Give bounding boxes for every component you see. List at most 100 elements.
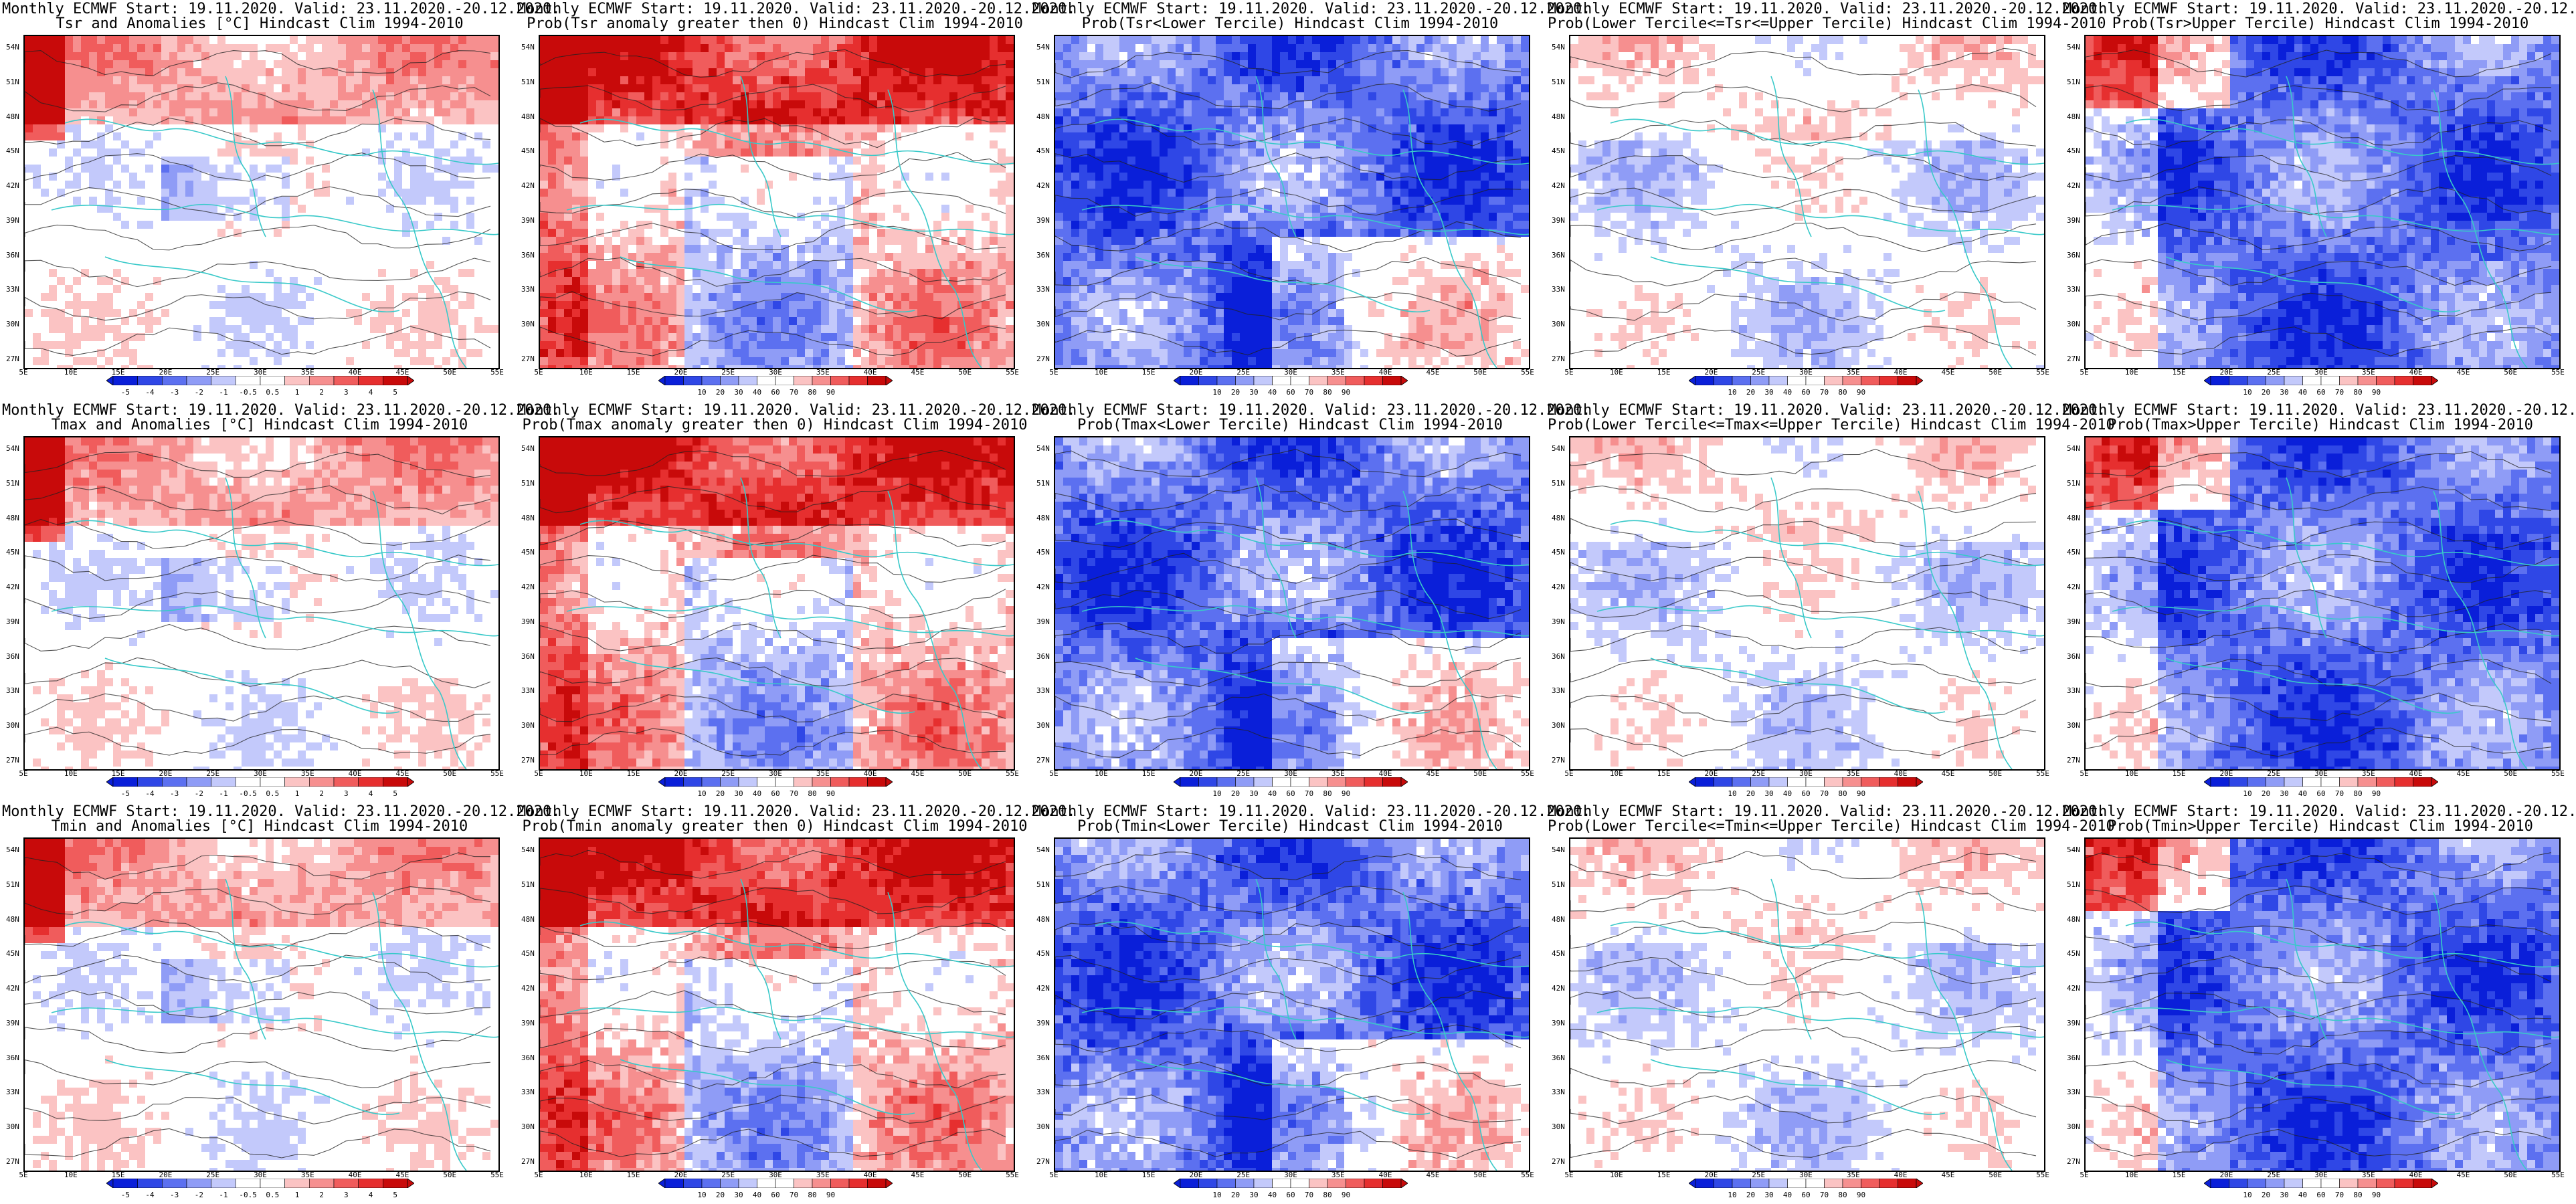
- colorbar-tick-label: 60: [771, 388, 779, 397]
- latitude-label: 39N: [1036, 617, 1050, 626]
- latitude-label: 30N: [1552, 1122, 1565, 1131]
- colorbar-container: [658, 1179, 893, 1188]
- longitude-label: 45E: [911, 769, 924, 778]
- longitude-label: 45E: [1941, 1171, 1954, 1179]
- map-frame: [1569, 35, 2045, 369]
- colorbar: [106, 1179, 414, 1188]
- longitude-label: 35E: [816, 368, 830, 377]
- colorbar-tick-label: -0.5: [239, 789, 257, 798]
- longitude-label: 5E: [19, 769, 27, 778]
- longitude-label: 5E: [19, 1171, 27, 1179]
- longitude-label: 5E: [1564, 1171, 1573, 1179]
- latitude-label: 42N: [521, 583, 535, 591]
- longitude-label: 45E: [2456, 769, 2470, 778]
- latitude-label: 33N: [1552, 686, 1565, 695]
- colorbar-tick-label: -3: [170, 789, 179, 798]
- map-frame: [1054, 35, 1530, 369]
- latitude-label: 27N: [521, 1157, 535, 1166]
- map-panel: Monthly ECMWF Start: 19.11.2020. Valid: …: [1548, 803, 2115, 1204]
- latitude-label: 27N: [6, 756, 19, 765]
- longitude-label: 15E: [1142, 1171, 1156, 1179]
- longitude-label: 10E: [1095, 1171, 1108, 1179]
- colorbar-tick-label: 60: [771, 789, 779, 798]
- map-frame: [2084, 436, 2561, 771]
- colorbar-tick-label: -2: [195, 388, 203, 397]
- longitude-label: 20E: [674, 1171, 687, 1179]
- longitude-label: 50E: [1473, 769, 1487, 778]
- colorbar-tick-label: 60: [1801, 388, 1810, 397]
- latitude-label: 30N: [6, 1122, 19, 1131]
- colorbar-tick-label: 60: [1286, 1191, 1295, 1199]
- map-frame: [23, 837, 500, 1172]
- colorbar-tick-label: 20: [1746, 789, 1755, 798]
- colorbar-tick-label: 90: [1857, 1191, 1865, 1199]
- colorbar-tick-label: 90: [1342, 1191, 1350, 1199]
- longitude-label: 30E: [769, 769, 782, 778]
- colorbar-tick-label: 80: [1323, 789, 1331, 798]
- colorbar-tick-label: 2: [319, 388, 324, 397]
- latitude-label: 42N: [1552, 984, 1565, 993]
- latitude-label: 27N: [521, 355, 535, 363]
- latitude-label: 36N: [6, 251, 19, 260]
- latitude-label: 45N: [2067, 548, 2080, 557]
- colorbar-tick-label: 70: [790, 789, 798, 798]
- longitude-label: 10E: [2125, 368, 2138, 377]
- longitude-label: 25E: [206, 368, 219, 377]
- latitude-label: 30N: [2067, 1122, 2080, 1131]
- colorbar-tick-label: 90: [826, 1191, 835, 1199]
- latitude-label: 33N: [2067, 285, 2080, 294]
- longitude-label: 45E: [1426, 368, 1439, 377]
- map-panel: Monthly ECMWF Start: 19.11.2020. Valid: …: [1032, 0, 1590, 401]
- panel-title-line2: Prob(Tmin anomaly greater then 0) Hindca…: [517, 819, 1032, 835]
- longitude-label: 50E: [2504, 1171, 2517, 1179]
- colorbar-tick-label: 10: [2243, 789, 2251, 798]
- map-field: [25, 36, 498, 368]
- longitude-label: 50E: [443, 368, 456, 377]
- latitude-label: 27N: [6, 355, 19, 363]
- map-field: [1055, 839, 1529, 1171]
- latitude-label: 30N: [2067, 320, 2080, 328]
- longitude-label: 45E: [395, 368, 409, 377]
- longitude-label: 35E: [1331, 1171, 1345, 1179]
- latitude-label: 36N: [1036, 251, 1050, 260]
- colorbar-tick-label: 10: [1728, 388, 1736, 397]
- colorbar-tick-label: -1: [219, 789, 227, 798]
- map-field: [1055, 437, 1529, 769]
- latitude-label: 36N: [6, 652, 19, 661]
- latitude-label: 42N: [1552, 181, 1565, 190]
- colorbar-tick-label: 5: [393, 789, 397, 798]
- longitude-label: 15E: [1657, 1171, 1671, 1179]
- colorbar-tick-label: 20: [1746, 1191, 1755, 1199]
- longitude-label: 50E: [1473, 1171, 1487, 1179]
- longitude-label: 55E: [2551, 1171, 2565, 1179]
- longitude-label: 40E: [349, 368, 362, 377]
- map-panel: Monthly ECMWF Start: 19.11.2020. Valid: …: [2, 803, 560, 1204]
- colorbar-tick-label: 60: [2316, 1191, 2325, 1199]
- longitude-label: 25E: [721, 1171, 735, 1179]
- longitude-label: 35E: [2362, 1171, 2375, 1179]
- latitude-label: 48N: [6, 514, 19, 522]
- longitude-label: 20E: [2219, 769, 2233, 778]
- panel-title-line1: Monthly ECMWF Start: 19.11.2020. Valid: …: [1032, 804, 1590, 820]
- latitude-label: 30N: [1552, 320, 1565, 328]
- longitude-label: 55E: [490, 769, 504, 778]
- latitude-label: 42N: [6, 583, 19, 591]
- colorbar-tick-label: 60: [1286, 388, 1295, 397]
- colorbar-tick-label: 20: [1231, 388, 1240, 397]
- latitude-label: 30N: [6, 721, 19, 730]
- latitude-label: 54N: [521, 444, 535, 453]
- longitude-label: 15E: [627, 368, 640, 377]
- colorbar-tick-label: 70: [1820, 789, 1829, 798]
- longitude-label: 55E: [1521, 368, 1534, 377]
- latitude-label: 45N: [1036, 548, 1050, 557]
- latitude-label: 51N: [2067, 880, 2080, 889]
- latitude-label: 30N: [2067, 721, 2080, 730]
- map-frame: [539, 837, 1015, 1172]
- colorbar-tick-label: -5: [121, 388, 130, 397]
- latitude-label: 45N: [521, 146, 535, 155]
- longitude-label: 35E: [1331, 769, 1345, 778]
- latitude-label: 48N: [1552, 915, 1565, 924]
- longitude-label: 40E: [349, 1171, 362, 1179]
- panel-title-line2: Tsr and Anomalies [°C] Hindcast Clim 199…: [2, 16, 517, 32]
- longitude-label: 30E: [2314, 368, 2328, 377]
